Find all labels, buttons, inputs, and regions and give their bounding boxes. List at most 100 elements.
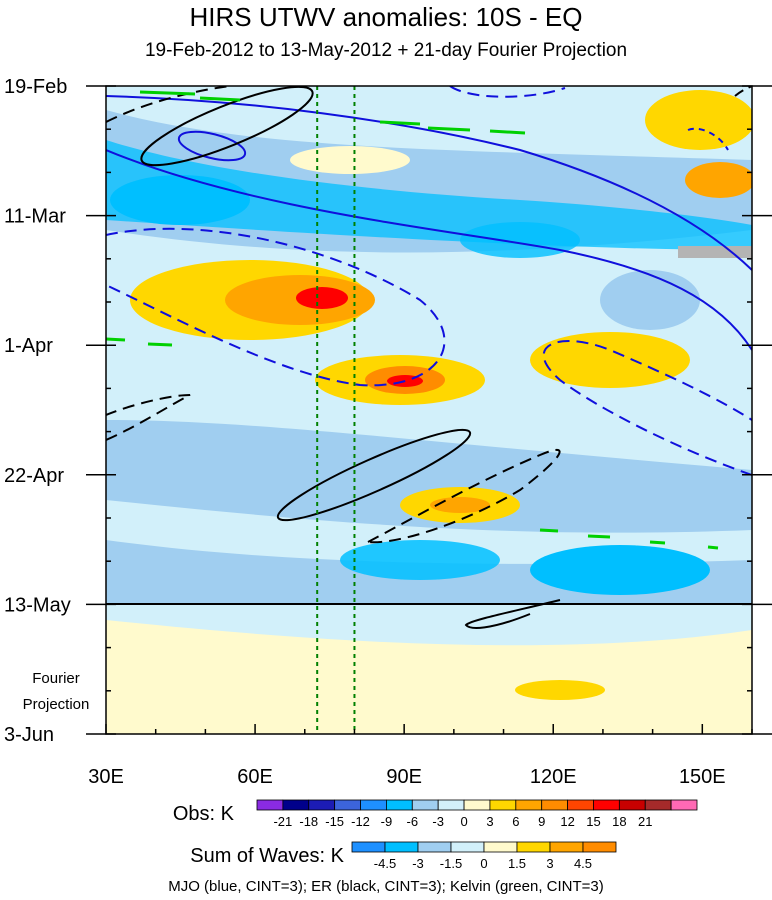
waves-legend-level: 0 (480, 856, 487, 871)
kelvin-contour-10 (649, 540, 666, 545)
obs-legend: Obs: K -21 -18 -15 -12 -9 -6 -3 0 3 6 9 12 15 18 21 (173, 799, 698, 829)
waves-legend-swatch (384, 841, 419, 853)
waves-legend-swatch (582, 841, 617, 853)
obs-legend-swatch (411, 799, 439, 811)
waves-legend-level: 3 (546, 856, 553, 871)
obs-legend-swatch (463, 799, 491, 811)
pos-blob-7 (530, 332, 690, 388)
mjo-contour-dashed-4 (687, 127, 729, 151)
neg-blob-3 (530, 545, 710, 595)
obs-legend-swatch (334, 799, 361, 811)
er-contour-dashed-1 (367, 449, 561, 544)
projection-pos-blob (515, 680, 605, 700)
x-tick-label: 120E (530, 766, 577, 788)
er-contour-3 (464, 599, 561, 629)
contour-note: MJO (blue, CINT=3); ER (black, CINT=3); … (168, 878, 604, 895)
y-tick-label: 11-Mar (4, 206, 66, 228)
mjo-contour-3 (177, 130, 247, 162)
waves-legend-level: 1.5 (508, 856, 526, 871)
pos-blob-8 (645, 90, 752, 150)
er-contour-2 (276, 428, 472, 522)
obs-legend-swatch (386, 799, 413, 811)
kelvin-contour-4 (427, 126, 471, 132)
kelvin-contour-1 (139, 90, 196, 96)
projection-label-2: Projection (22, 696, 90, 713)
obs-legend-swatch (670, 799, 698, 811)
reference-lines (316, 86, 356, 734)
waves-legend-swatch (549, 841, 584, 853)
x-axis: 30E 60E 90E 120E 150E (88, 724, 753, 788)
waves-legend-swatch (516, 841, 551, 853)
obs-legend-level: -18 (299, 814, 318, 829)
y-tick-label: 22-Apr (4, 465, 64, 487)
waves-legend: Sum of Waves: K -4.5 -3 -1.5 0 1.5 3 4.5 (190, 841, 617, 871)
neg-band-mid (106, 420, 752, 533)
chart-title: HIRS UTWV anomalies: 10S - EQ (189, 2, 583, 32)
er-contour-dashed-3 (106, 86, 231, 123)
chart-subtitle: 19-Feb-2012 to 13-May-2012 + 21-day Four… (144, 40, 628, 61)
waves-legend-level: -4.5 (374, 856, 396, 871)
obs-legend-swatch (644, 799, 672, 811)
projection-neg-band (106, 604, 752, 646)
er-contour-1 (140, 86, 314, 167)
waves-legend-swatch (417, 841, 452, 853)
missing-data-patch (678, 246, 752, 258)
x-tick-label: 30E (88, 766, 124, 788)
y-tick-label: 13-May (4, 594, 71, 616)
kelvin-contour-6 (106, 337, 126, 342)
obs-legend-swatch (567, 799, 594, 811)
x-tick-label: 90E (386, 766, 422, 788)
kelvin-contour-8 (539, 528, 559, 533)
obs-legend-swatch (437, 799, 465, 811)
kelvin-contour-2 (199, 96, 241, 102)
plot-frame (105, 85, 753, 735)
mjo-contour-1 (106, 149, 752, 351)
obs-legend-level: -6 (407, 814, 419, 829)
kelvin-contour-3 (379, 120, 421, 126)
waves-legend-swatch (351, 841, 386, 853)
y-tick-label: 3-Jun (4, 724, 54, 746)
x-tick-label: 60E (237, 766, 273, 788)
kelvin-contours (106, 90, 719, 550)
waves-legend-level: -1.5 (440, 856, 462, 871)
mjo-contour-dashed-3 (449, 86, 566, 98)
kelvin-contour-5 (489, 129, 526, 135)
waves-legend-level: 4.5 (574, 856, 592, 871)
waves-legend-label: Sum of Waves: K (190, 845, 344, 867)
obs-legend-level: 3 (486, 814, 493, 829)
obs-legend-level: -21 (273, 814, 292, 829)
obs-legend-swatch (541, 799, 568, 811)
neg-blob-2 (340, 540, 500, 580)
obs-legend-level: -9 (381, 814, 393, 829)
obs-legend-level: 0 (460, 814, 467, 829)
mjo-contour-dashed-2 (542, 340, 752, 476)
kelvin-contour-9 (587, 534, 611, 539)
er-contours (106, 86, 752, 629)
waves-legend-level: -3 (412, 856, 424, 871)
obs-legend-level: -15 (325, 814, 344, 829)
obs-legend-level: 15 (586, 814, 600, 829)
obs-legend-level: -3 (432, 814, 444, 829)
er-contour-dashed-2 (106, 394, 191, 441)
waves-legend-swatch (483, 841, 518, 853)
kelvin-contour-11 (707, 545, 719, 550)
pos-blob-12 (290, 146, 410, 174)
y-axis: 19-Feb 11-Mar 1-Apr 22-Apr 13-May 3-Jun (4, 76, 772, 746)
obs-legend-swatch (593, 799, 620, 811)
kelvin-contour-7 (147, 342, 173, 347)
obs-legend-label: Obs: K (173, 803, 235, 825)
obs-legend-swatch (618, 799, 646, 811)
neg-band-top-2 (106, 140, 752, 250)
obs-legend-level: 12 (560, 814, 574, 829)
neg-blob-1 (110, 175, 250, 225)
waves-legend-swatch (450, 841, 485, 853)
obs-legend-swatch (256, 799, 284, 811)
pos-blob-3 (296, 287, 348, 309)
neg-blob-5 (460, 222, 580, 258)
obs-legend-swatch (489, 799, 517, 811)
obs-legend-swatch (282, 799, 310, 811)
obs-legend-level: -12 (351, 814, 370, 829)
x-tick-label: 150E (679, 766, 726, 788)
obs-legend-level: 9 (538, 814, 545, 829)
